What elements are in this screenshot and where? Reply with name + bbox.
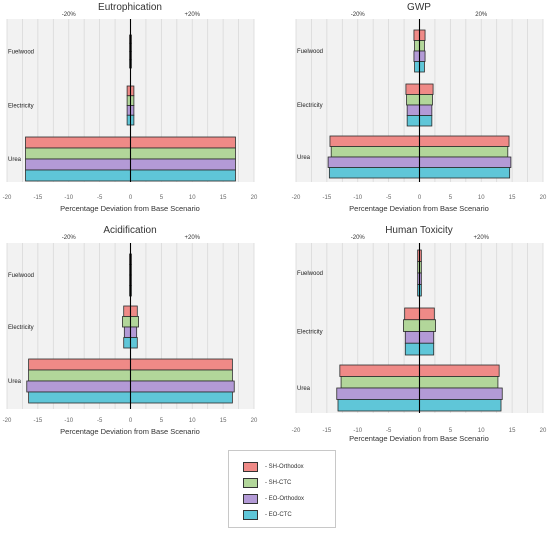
- x-tick-label: 0: [129, 195, 133, 201]
- x-tick-label: 5: [449, 428, 453, 434]
- legend-item-sh-ctc: - SH-CTC: [243, 477, 291, 489]
- x-tick-label: -15: [323, 428, 332, 434]
- x-tick-label: 0: [129, 418, 133, 424]
- legend-label-eo-ctc: - EO-CTC: [265, 512, 292, 518]
- chart-title-human-toxicity: Human Toxicity: [385, 225, 453, 236]
- category-label-urea: Urea: [8, 157, 22, 163]
- x-tick-label: -15: [34, 418, 43, 424]
- legend-swatch-sh-ctc: [243, 478, 258, 488]
- category-label-fuelwood: Fuelwood: [8, 273, 34, 279]
- top-label-right-acidification: +20%: [184, 235, 200, 241]
- x-tick-label: 20: [251, 418, 258, 424]
- category-label-fuelwood: Fuelwood: [297, 271, 323, 277]
- top-label-right-human-toxicity: +20%: [473, 235, 489, 241]
- x-tick-label: 15: [220, 195, 227, 201]
- x-tick-label: 20: [540, 195, 547, 201]
- x-tick-label: -15: [323, 195, 332, 201]
- x-tick-label: -10: [64, 418, 73, 424]
- legend-label-eo-orthodox: - EO-Orthodox: [265, 496, 305, 502]
- x-tick-label: 15: [509, 428, 516, 434]
- x-axis-label-gwp: Percentage Deviation from Base Scenario: [349, 204, 489, 213]
- top-label-left-acidification: -20%: [62, 235, 77, 241]
- x-tick-label: 10: [189, 418, 196, 424]
- x-tick-label: 5: [449, 195, 453, 201]
- x-tick-label: -5: [386, 195, 392, 201]
- x-axis-label-acidification: Percentage Deviation from Base Scenario: [60, 427, 200, 436]
- x-tick-label: -20: [3, 195, 12, 201]
- x-tick-label: -20: [292, 428, 301, 434]
- x-tick-label: -20: [292, 195, 301, 201]
- chart-title-eutrophication: Eutrophication: [98, 2, 162, 13]
- category-label-fuelwood: Fuelwood: [297, 49, 323, 55]
- legend-swatch-eo-orthodox: [243, 494, 258, 504]
- category-label-urea: Urea: [8, 379, 22, 385]
- legend-item-sh-orthodox: - SH-Orthodox: [243, 461, 304, 473]
- x-tick-label: 15: [509, 195, 516, 201]
- x-tick-label: 0: [418, 195, 422, 201]
- category-label-electricity: Electricity: [297, 103, 323, 109]
- legend-item-eo-ctc: - EO-CTC: [243, 509, 292, 521]
- x-tick-label: -15: [34, 195, 43, 201]
- x-tick-label: 10: [478, 195, 485, 201]
- legend-swatch-sh-orthodox: [243, 462, 258, 472]
- category-label-electricity: Electricity: [8, 325, 34, 331]
- x-tick-label: -5: [97, 195, 103, 201]
- category-label-urea: Urea: [297, 386, 311, 392]
- category-label-electricity: Electricity: [8, 104, 34, 110]
- category-label-fuelwood: Fuelwood: [8, 50, 34, 56]
- x-tick-label: 20: [251, 195, 258, 201]
- x-tick-label: -5: [386, 428, 392, 434]
- top-label-left-gwp: -20%: [351, 12, 366, 18]
- chart-title-gwp: GWP: [407, 2, 431, 13]
- x-tick-label: 20: [540, 428, 547, 434]
- top-label-left-eutrophication: -20%: [62, 12, 77, 18]
- x-tick-label: 5: [160, 195, 164, 201]
- legend-label-sh-ctc: - SH-CTC: [265, 480, 292, 486]
- x-tick-label: 10: [478, 428, 485, 434]
- x-tick-label: -20: [3, 418, 12, 424]
- x-axis-label-human-toxicity: Percentage Deviation from Base Scenario: [349, 434, 489, 443]
- x-tick-label: -5: [97, 418, 103, 424]
- x-tick-label: -10: [64, 195, 73, 201]
- chart-title-acidification: Acidification: [103, 225, 156, 236]
- x-tick-label: 0: [418, 428, 422, 434]
- top-label-left-human-toxicity: -20%: [351, 235, 366, 241]
- legend-label-sh-orthodox: - SH-Orthodox: [265, 464, 304, 470]
- category-label-electricity: Electricity: [297, 330, 323, 336]
- x-tick-label: -10: [353, 195, 362, 201]
- legend: - SH-Orthodox - SH-CTC - EO-Orthodox - E…: [228, 450, 336, 528]
- x-tick-label: 10: [189, 195, 196, 201]
- category-label-urea: Urea: [297, 155, 311, 161]
- x-tick-label: -10: [353, 428, 362, 434]
- top-label-right-eutrophication: +20%: [184, 12, 200, 18]
- top-label-right-gwp: 20%: [475, 12, 488, 18]
- x-tick-label: 5: [160, 418, 164, 424]
- x-tick-label: 15: [220, 418, 227, 424]
- legend-item-eo-orthodox: - EO-Orthodox: [243, 493, 304, 505]
- x-axis-label-eutrophication: Percentage Deviation from Base Scenario: [60, 204, 200, 213]
- legend-swatch-eo-ctc: [243, 510, 258, 520]
